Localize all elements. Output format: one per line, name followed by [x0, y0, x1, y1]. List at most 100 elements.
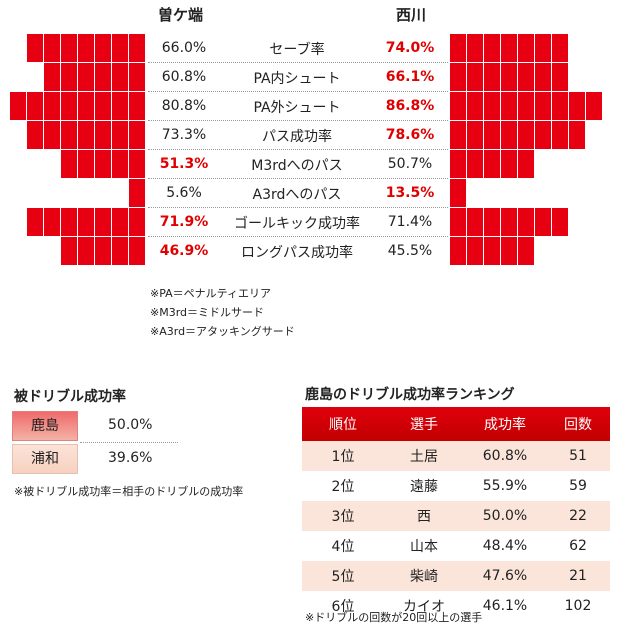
category-label: A3rdへのパス	[252, 187, 342, 203]
left-value-label: 60.8%	[161, 69, 207, 85]
left-bar-block	[61, 150, 77, 178]
row-divider	[148, 236, 448, 237]
right-bar-block	[501, 208, 517, 236]
right-bar-block	[467, 121, 483, 149]
cell: カイオ	[384, 591, 464, 621]
left-bar-block	[95, 121, 111, 149]
category-label: パス成功率	[262, 129, 332, 145]
left-bar-block	[129, 179, 145, 207]
table-row: 6位 カイオ 46.1% 102	[302, 591, 610, 621]
right-bar-block	[467, 92, 483, 120]
left-bar-block	[44, 121, 60, 149]
right-bar-block	[586, 92, 602, 120]
row-divider	[148, 178, 448, 179]
left-bar-block	[27, 121, 43, 149]
right-bar-block	[484, 92, 500, 120]
right-bar-block	[484, 63, 500, 91]
right-bar-block	[467, 150, 483, 178]
left-bar-block	[112, 34, 128, 62]
right-bar-block	[535, 208, 551, 236]
left-bar-block	[44, 92, 60, 120]
ranking-header-row: 順位 選手 成功率 回数	[302, 407, 610, 441]
right-value-label: 86.8%	[385, 98, 435, 114]
left-bar-block	[129, 237, 145, 265]
right-bar-block	[569, 121, 585, 149]
team-kashima-label: 鹿島	[12, 411, 78, 441]
right-bar-block	[467, 208, 483, 236]
right-bar-block	[518, 121, 534, 149]
right-bar-block	[501, 92, 517, 120]
right-bar-block	[450, 237, 466, 265]
left-value-label: 71.9%	[159, 214, 209, 230]
category-label: PA内シュート	[253, 71, 341, 87]
cell: 柴崎	[384, 561, 464, 591]
row-divider	[148, 207, 448, 208]
left-bar-block	[78, 92, 94, 120]
left-bar-block	[61, 208, 77, 236]
team-urawa-value: 39.6%	[108, 450, 153, 466]
left-bar-block	[129, 121, 145, 149]
left-bar-block	[112, 208, 128, 236]
divider	[80, 442, 178, 443]
left-bar-block	[61, 34, 77, 62]
left-bar-block	[44, 208, 60, 236]
left-bar-block	[112, 92, 128, 120]
left-bar-block	[112, 237, 128, 265]
right-bar-block	[467, 237, 483, 265]
right-value-label: 13.5%	[385, 185, 435, 201]
right-bar-block	[501, 121, 517, 149]
right-bar-block	[552, 63, 568, 91]
table-row: 5位 柴崎 47.6% 21	[302, 561, 610, 591]
right-bar-block	[467, 34, 483, 62]
left-bar-block	[10, 92, 26, 120]
cell: 62	[546, 531, 610, 561]
left-bar-block	[129, 150, 145, 178]
left-bar-block	[129, 63, 145, 91]
left-bar-block	[95, 237, 111, 265]
left-bar-block	[78, 208, 94, 236]
left-bar-block	[78, 63, 94, 91]
cell: 50.0%	[464, 501, 546, 531]
table-row: 1位 土居 60.8% 51	[302, 441, 610, 471]
left-bar-block	[27, 208, 43, 236]
left-bar-block	[78, 121, 94, 149]
right-bar-block	[535, 34, 551, 62]
dribble-against-title: 被ドリブル成功率	[14, 389, 126, 405]
right-bar-block	[535, 63, 551, 91]
left-bar-block	[95, 150, 111, 178]
category-label: セーブ率	[269, 42, 325, 58]
left-bar-block	[95, 63, 111, 91]
right-bar-block	[552, 34, 568, 62]
right-bar-block	[518, 63, 534, 91]
left-bar-block	[61, 92, 77, 120]
abbreviation-notes: ※PA＝ペナルティエリア ※M3rd＝ミドルサード ※A3rd＝アタッキングサー…	[150, 284, 295, 341]
col-player: 選手	[384, 407, 464, 441]
right-bar-block	[518, 150, 534, 178]
cell: 遠藤	[384, 471, 464, 501]
right-bar-block	[484, 34, 500, 62]
left-bar-block	[27, 92, 43, 120]
note-m3rd: ※M3rd＝ミドルサード	[150, 306, 265, 319]
right-bar-block	[484, 208, 500, 236]
left-bar-block	[129, 34, 145, 62]
right-bar-block	[569, 92, 585, 120]
stat-row: 71.9% ゴールキック成功率 71.4%	[0, 208, 627, 237]
right-bar-block	[450, 92, 466, 120]
left-bar-block	[95, 92, 111, 120]
right-bar-block	[535, 92, 551, 120]
cell: 22	[546, 501, 610, 531]
right-player-name: 西川	[396, 6, 427, 24]
row-divider	[148, 120, 448, 121]
cell: 6位	[302, 591, 384, 621]
left-bar-block	[27, 34, 43, 62]
left-value-label: 80.8%	[161, 98, 207, 114]
ranking-title: 鹿島のドリブル成功率ランキング	[305, 387, 515, 403]
right-bar-block	[484, 121, 500, 149]
stat-row: 51.3% M3rdへのパス 50.7%	[0, 150, 627, 179]
cell: 102	[546, 591, 610, 621]
left-bar-block	[44, 34, 60, 62]
cell: 土居	[384, 441, 464, 471]
right-bar-block	[535, 121, 551, 149]
table-row: 4位 山本 48.4% 62	[302, 531, 610, 561]
left-bar-block	[95, 208, 111, 236]
